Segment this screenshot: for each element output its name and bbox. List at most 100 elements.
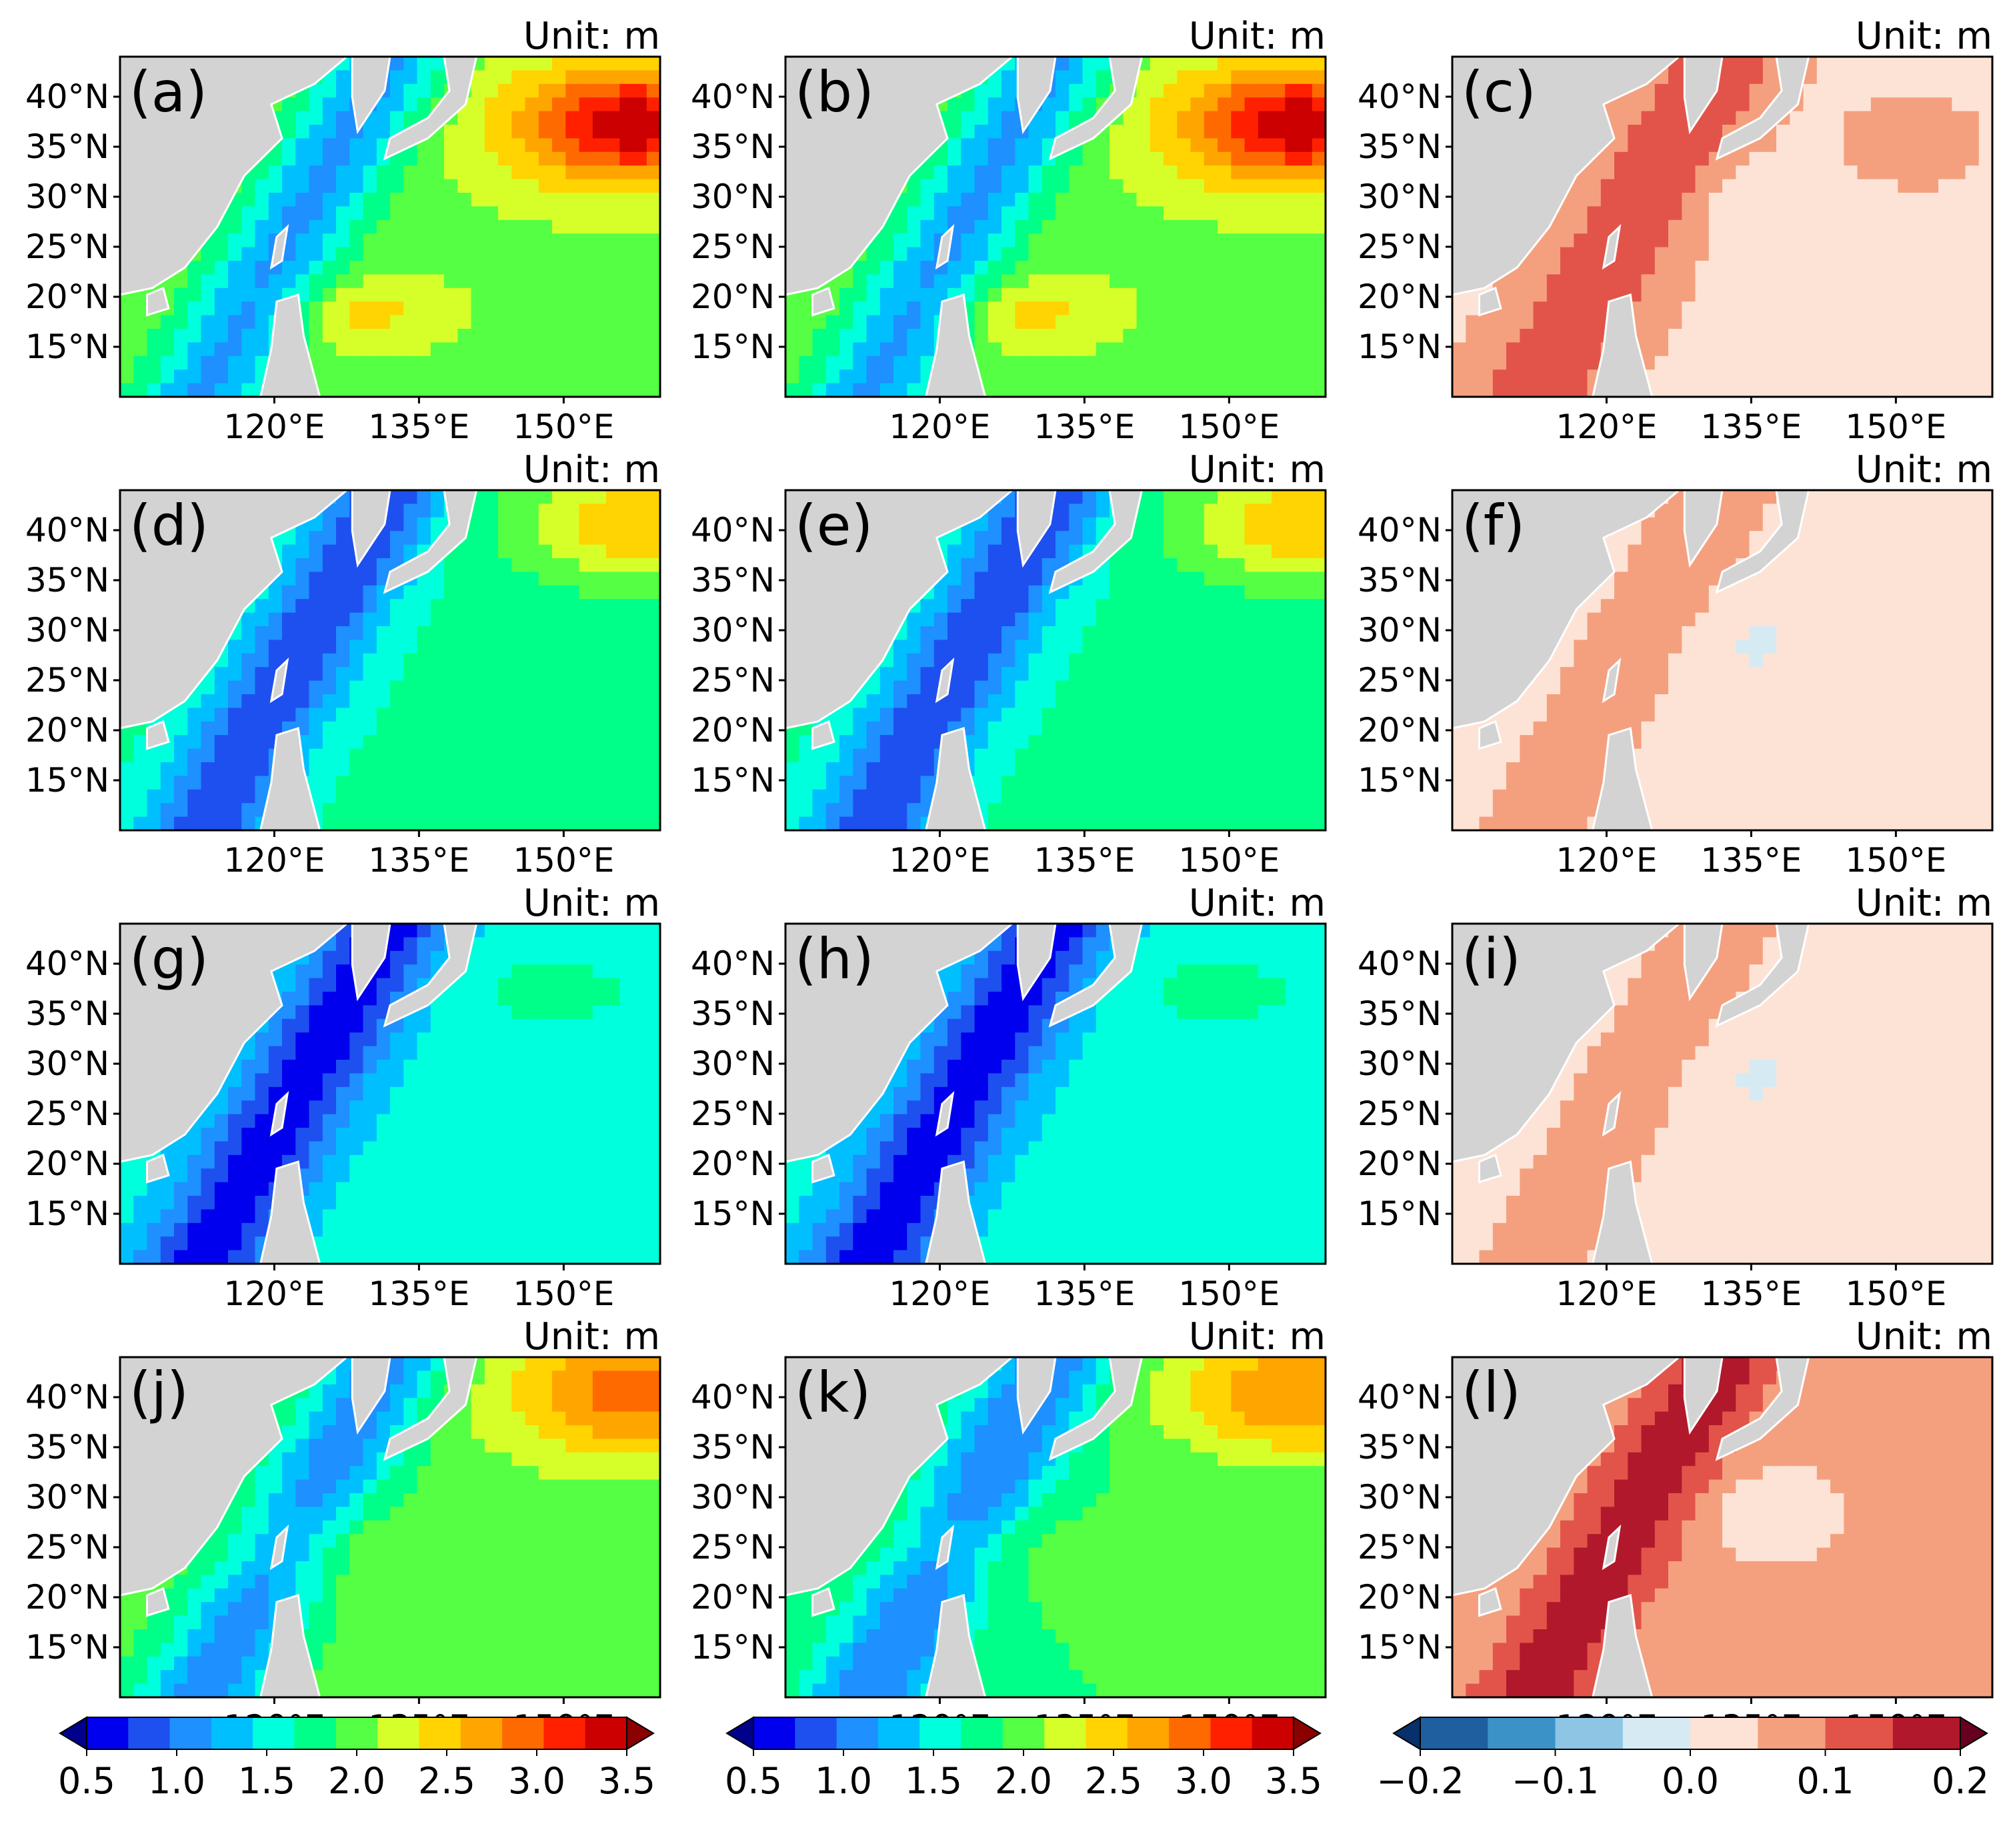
field-cell bbox=[403, 247, 418, 261]
field-cell bbox=[241, 369, 256, 384]
field-cell bbox=[1231, 558, 1246, 572]
field-cell bbox=[1803, 301, 1818, 316]
field-cell bbox=[295, 261, 310, 275]
field-cell bbox=[552, 531, 566, 546]
field-cell bbox=[1546, 329, 1561, 343]
field-cell bbox=[1452, 301, 1466, 316]
field-cell bbox=[1015, 369, 1030, 384]
field-cell bbox=[1056, 680, 1070, 695]
field-cell bbox=[376, 680, 391, 695]
field-cell bbox=[1600, 165, 1615, 180]
field-cell bbox=[1479, 315, 1494, 329]
field-cell bbox=[1096, 315, 1110, 329]
field-cell bbox=[1708, 329, 1723, 343]
field-cell bbox=[1830, 383, 1844, 397]
field-cell bbox=[1762, 329, 1777, 343]
field-cell bbox=[1096, 329, 1110, 343]
field-cell bbox=[1857, 138, 1872, 153]
field-cell bbox=[565, 776, 580, 790]
field-cell bbox=[1150, 599, 1164, 614]
field-cell bbox=[1150, 369, 1164, 384]
field-cell bbox=[1136, 247, 1151, 261]
field-cell bbox=[1218, 274, 1232, 289]
field-cell bbox=[1844, 151, 1858, 166]
field-cell bbox=[1816, 193, 1831, 207]
field-cell bbox=[853, 708, 867, 722]
field-cell bbox=[1312, 504, 1326, 518]
field-cell bbox=[1790, 247, 1804, 261]
field-cell bbox=[619, 735, 634, 750]
field-cell bbox=[1136, 206, 1151, 221]
field-cell bbox=[336, 816, 350, 831]
field-cell bbox=[1272, 517, 1286, 532]
field-cell bbox=[336, 572, 350, 586]
field-cell bbox=[228, 287, 242, 302]
field-cell bbox=[825, 342, 840, 357]
field-cell bbox=[1177, 694, 1192, 708]
field-cell bbox=[430, 247, 445, 261]
field-cell bbox=[322, 383, 337, 397]
field-cell bbox=[1136, 329, 1151, 343]
field-cell bbox=[1110, 219, 1124, 234]
field-cell bbox=[1708, 315, 1723, 329]
field-cell bbox=[1002, 261, 1016, 275]
field-cell bbox=[1042, 125, 1056, 139]
unit-title: Unit: m bbox=[523, 15, 660, 58]
field-cell bbox=[1096, 735, 1110, 750]
field-cell bbox=[295, 274, 310, 289]
field-cell bbox=[1546, 233, 1561, 248]
field-cell bbox=[444, 748, 458, 763]
field-cell bbox=[1244, 125, 1259, 139]
field-cell bbox=[974, 708, 989, 722]
field-cell bbox=[471, 70, 485, 85]
field-cell bbox=[1177, 97, 1192, 112]
field-cell bbox=[853, 721, 867, 736]
field-cell bbox=[1231, 490, 1246, 504]
field-cell bbox=[511, 138, 526, 153]
field-cell bbox=[1231, 748, 1246, 763]
field-cell bbox=[525, 355, 539, 370]
field-cell bbox=[268, 179, 283, 193]
field-cell bbox=[295, 572, 310, 586]
field-cell bbox=[1285, 680, 1300, 695]
field-cell bbox=[1082, 329, 1097, 343]
field-cell bbox=[1244, 247, 1259, 261]
field-cell bbox=[1177, 57, 1192, 71]
field-cell bbox=[1776, 329, 1790, 343]
field-cell bbox=[1082, 83, 1097, 98]
field-cell bbox=[336, 612, 350, 627]
field-cell bbox=[1042, 247, 1056, 261]
field-cell bbox=[1298, 165, 1313, 180]
field-cell bbox=[363, 355, 377, 370]
field-cell bbox=[1150, 612, 1164, 627]
field-cell bbox=[1150, 83, 1164, 98]
field-cell bbox=[471, 83, 485, 98]
field-cell bbox=[646, 219, 661, 234]
field-cell bbox=[1722, 383, 1736, 397]
field-cell bbox=[1204, 776, 1218, 790]
field-cell bbox=[1096, 626, 1110, 640]
field-cell bbox=[1150, 165, 1164, 180]
taiwan-island bbox=[269, 223, 289, 270]
lat-label: 20°N bbox=[25, 277, 109, 316]
field-cell bbox=[511, 585, 526, 600]
field-cell bbox=[1069, 490, 1084, 504]
field-cell bbox=[511, 355, 526, 370]
field-cell bbox=[295, 599, 310, 614]
field-cell bbox=[1479, 369, 1494, 384]
field-cell bbox=[1830, 83, 1844, 98]
field-cell bbox=[268, 640, 283, 654]
field-cell bbox=[1123, 329, 1138, 343]
field-cell bbox=[974, 748, 989, 763]
field-cell bbox=[1911, 233, 1926, 248]
field-cell bbox=[484, 612, 499, 627]
field-cell bbox=[538, 219, 553, 234]
field-cell bbox=[853, 383, 867, 397]
field-cell bbox=[511, 111, 526, 125]
field-cell bbox=[1682, 315, 1696, 329]
field-cell bbox=[336, 599, 350, 614]
field-cell bbox=[255, 342, 269, 357]
field-cell bbox=[457, 776, 472, 790]
field-cell bbox=[336, 721, 350, 736]
field-cell bbox=[228, 803, 242, 818]
